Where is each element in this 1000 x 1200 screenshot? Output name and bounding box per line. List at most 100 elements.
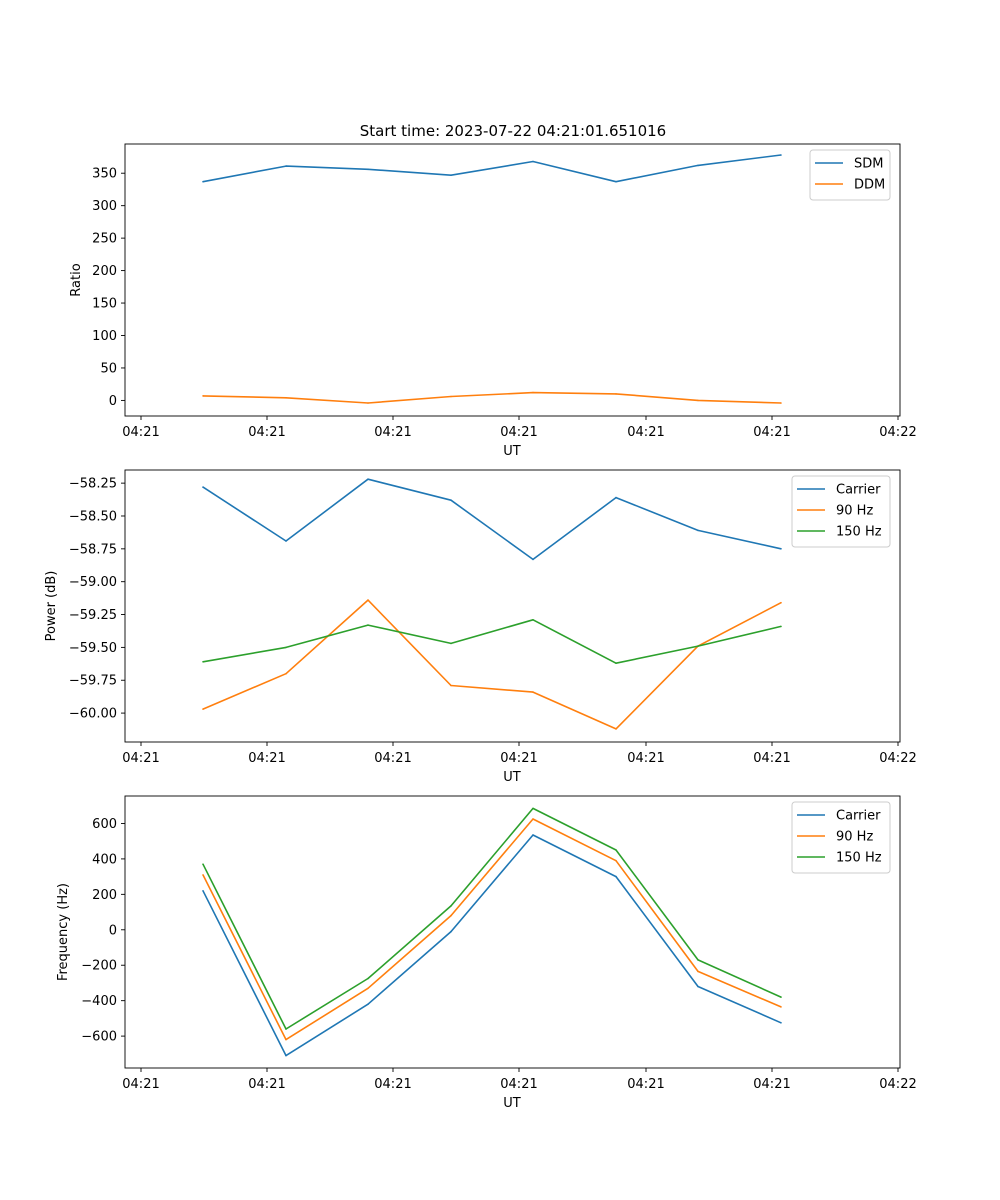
- series-line-150-hz: [202, 618, 782, 665]
- legend-label: SDM: [854, 157, 883, 172]
- data-point: [202, 863, 204, 865]
- axes-frame: [124, 795, 901, 1069]
- data-point: [532, 619, 534, 621]
- data-point: [615, 875, 617, 878]
- x-tick-label: 04:21: [374, 425, 411, 440]
- legend-label: Carrier: [836, 483, 881, 498]
- data-point: [780, 548, 782, 550]
- legend: Carrier 90 Hz 150 Hz: [791, 475, 891, 548]
- data-point: [367, 624, 369, 626]
- data-point: [780, 154, 782, 156]
- data-point: [697, 970, 699, 973]
- data-point: [285, 397, 287, 399]
- data-point: [532, 160, 534, 163]
- x-tick-label: 04:21: [753, 751, 790, 766]
- data-point: [450, 914, 452, 917]
- legend: Carrier 90 Hz 150 Hz: [791, 801, 891, 874]
- y-tick-label: 0: [109, 394, 117, 409]
- x-tick-label: 04:21: [122, 751, 159, 766]
- data-point: [450, 684, 452, 687]
- subplot-2: 04:21 04:21 04:21 04:21 04:21 04:21 04:22 −58.2…: [44, 469, 917, 785]
- data-point: [780, 1006, 782, 1008]
- x-tick-label: 04:21: [122, 425, 159, 440]
- data-point: [450, 395, 452, 398]
- x-tick-label: 04:22: [879, 1077, 916, 1092]
- data-point: [780, 1022, 782, 1024]
- y-tick-label: −58.75: [69, 542, 117, 557]
- x-tick-label: 04:21: [627, 751, 664, 766]
- series-line-ddm: [202, 391, 782, 404]
- data-point: [367, 1003, 369, 1005]
- data-point: [780, 402, 782, 404]
- data-point: [285, 672, 287, 675]
- series-line-90-hz: [202, 818, 782, 1041]
- legend-label: 90 Hz: [836, 504, 873, 519]
- legend-label: DDM: [854, 178, 885, 193]
- y-tick-label: −200: [81, 959, 117, 974]
- x-tick-label: 04:22: [879, 425, 916, 440]
- x-tick-label: 04:21: [122, 1077, 159, 1092]
- y-tick-label: 250: [92, 232, 117, 247]
- data-point: [780, 996, 782, 998]
- data-point: [532, 691, 534, 693]
- series-line-carrier: [202, 834, 782, 1057]
- x-tick-label: 04:21: [248, 751, 285, 766]
- y-tick-label: 300: [92, 199, 117, 214]
- data-point: [285, 1038, 287, 1041]
- y-tick-label: 100: [92, 329, 117, 344]
- x-tick-label: 04:21: [248, 425, 285, 440]
- y-tick-label: 350: [92, 167, 117, 182]
- y-tick-label: 150: [92, 297, 117, 312]
- x-tick-label: 04:21: [753, 425, 790, 440]
- data-point: [615, 849, 617, 851]
- legend-label: 150 Hz: [836, 851, 882, 866]
- data-point: [367, 977, 369, 980]
- y-tick-label: 400: [92, 852, 117, 867]
- axes-frame: [124, 469, 901, 743]
- data-point: [202, 890, 204, 892]
- x-axis-label: UT: [503, 444, 521, 459]
- data-point: [450, 905, 452, 907]
- y-tick-label: −60.00: [69, 707, 117, 722]
- x-tick-label: 04:21: [248, 1077, 285, 1092]
- legend-label: Carrier: [836, 809, 881, 824]
- x-tick-label: 04:21: [374, 1077, 411, 1092]
- data-point: [697, 645, 699, 647]
- y-tick-label: 50: [100, 361, 117, 376]
- data-point: [780, 625, 782, 628]
- x-tick-label: 04:21: [627, 425, 664, 440]
- x-tick-label: 04:21: [500, 751, 537, 766]
- legend-label: 90 Hz: [836, 830, 873, 845]
- subplot-1: 04:21 04:21 04:21 04:21 04:21 04:21 04:22 0 50 10…: [69, 143, 917, 459]
- data-point: [367, 402, 369, 404]
- y-tick-label: −59.50: [69, 641, 117, 656]
- x-tick-label: 04:21: [500, 1077, 537, 1092]
- data-point: [450, 499, 452, 502]
- series-line-150-hz: [202, 807, 782, 1030]
- legend-box: [791, 801, 891, 874]
- y-tick-label: −58.50: [69, 509, 117, 524]
- data-point: [780, 601, 782, 604]
- data-point: [615, 728, 617, 730]
- data-point: [285, 1054, 287, 1057]
- y-tick-label: −59.00: [69, 575, 117, 590]
- series-line-90-hz: [202, 599, 782, 730]
- data-point: [202, 395, 204, 397]
- y-tick-label: 0: [109, 923, 117, 938]
- data-point: [367, 987, 369, 990]
- x-axis-label: UT: [503, 1096, 521, 1111]
- x-tick-label: 04:22: [879, 751, 916, 766]
- series-line-sdm: [202, 154, 782, 183]
- data-point: [367, 478, 369, 481]
- data-point: [367, 599, 369, 601]
- data-point: [697, 529, 699, 532]
- data-point: [450, 930, 452, 933]
- y-tick-label: −600: [81, 1030, 117, 1045]
- data-point: [202, 486, 204, 488]
- x-tick-label: 04:21: [374, 751, 411, 766]
- data-point: [697, 164, 699, 167]
- data-point: [532, 834, 534, 836]
- x-tick-label: 04:21: [753, 1077, 790, 1092]
- data-point: [202, 180, 204, 183]
